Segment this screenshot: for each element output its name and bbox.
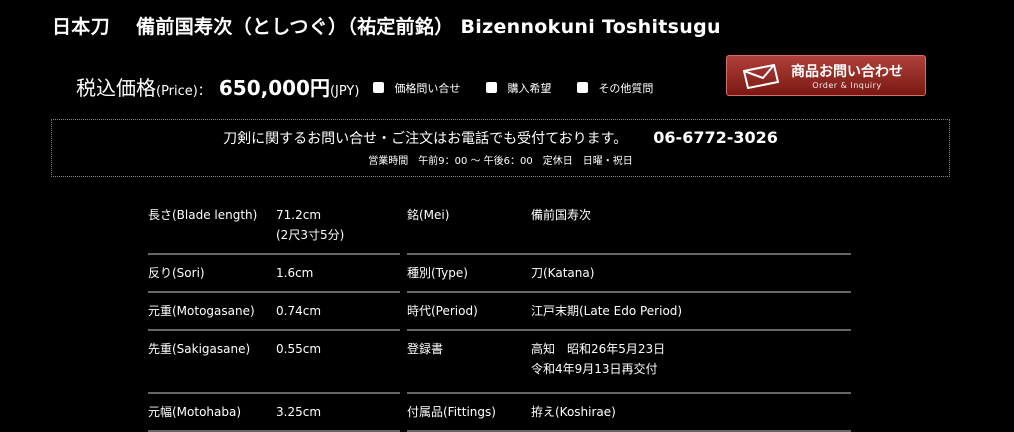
spec-value-line: 刀(Katana): [531, 266, 595, 280]
price-label-en: (Price)：: [156, 84, 211, 99]
spec-cell: 元重(Motogasane) 0.74cm: [148, 293, 400, 331]
spec-value-line: 備前国寿次: [531, 208, 592, 222]
order-button-label: 商品お問い合わせ: [791, 64, 903, 80]
phone-number: 06-6772-3026: [653, 128, 778, 147]
spec-cell: 元幅(Motohaba) 3.25cm: [148, 394, 400, 432]
checkbox[interactable]: [577, 82, 589, 93]
spec-cell: 種別(Type) 刀(Katana): [407, 255, 851, 293]
spec-value-line: 71.2cm: [276, 208, 322, 222]
envelope-icon: [742, 63, 780, 89]
spec-cell: 銘(Mei) 備前国寿次: [407, 205, 851, 255]
checkbox-label: 価格問い合せ: [394, 81, 461, 95]
spec-value: 3.25cm: [276, 402, 321, 422]
checkbox-label: 購入希望: [507, 81, 552, 95]
spec-value: 高知 昭和26年5月23日 令和4年9月13日再交付: [531, 339, 665, 379]
spec-value-line: 拵え(Koshirae): [531, 405, 616, 419]
spec-value: 0.55cm: [276, 339, 321, 379]
spec-label: 登録書: [407, 342, 444, 356]
spec-value-line: 江戸末期(Late Edo Period): [531, 304, 683, 318]
spec-value: 拵え(Koshirae): [531, 402, 616, 422]
spec-row: 先重(Sakigasane) 0.55cm 登録書 高知 昭和26年5月23日 令和4年…: [148, 331, 851, 394]
spec-label: 付属品(Fittings): [407, 405, 496, 419]
spec-value-line: 令和4年9月13日再交付: [531, 362, 658, 376]
spec-cell: 付属品(Fittings) 拵え(Koshirae): [407, 394, 851, 432]
price-value: 650,000円: [218, 76, 330, 100]
spec-row: 元重(Motogasane) 0.74cm 時代(Period) 江戸末期(Late …: [148, 293, 851, 331]
order-inquiry-button[interactable]: 商品お問い合わせ Order & Inquiry: [726, 55, 926, 96]
spec-value: 刀(Katana): [531, 263, 594, 283]
spec-cell: 先重(Sakigasane) 0.55cm: [148, 331, 400, 394]
spec-value: 江戸末期(Late Edo Period): [531, 301, 682, 321]
order-button-sublabel: Order & Inquiry: [812, 81, 882, 90]
spec-label: 種別(Type): [407, 266, 468, 280]
notice-text: 刀剣に関するお問い合せ・ご注文はお電話でも受付ております。: [223, 131, 628, 147]
spec-label: 元幅(Motohaba): [148, 405, 242, 419]
business-hours: 営業時間 午前9：00 ～ 午後6：00 定休日 日曜・祝日: [368, 156, 633, 167]
spec-value-line: (2尺3寸5分): [276, 228, 345, 242]
checkbox[interactable]: [373, 82, 385, 93]
spec-value-line: 1.6cm: [276, 266, 314, 280]
spec-value: 1.6cm: [276, 263, 313, 283]
spec-value: 備前国寿次: [531, 205, 591, 245]
spec-cell: 長さ(Blade length) 71.2cm (2尺3寸5分): [148, 205, 400, 255]
spec-value-line: 高知 昭和26年5月23日: [531, 342, 666, 356]
spec-table: 長さ(Blade length) 71.2cm (2尺3寸5分) 銘(Mei) 備前国寿…: [148, 205, 851, 432]
spec-value-line: 0.55cm: [276, 342, 322, 356]
spec-label: 反り(Sori): [148, 266, 205, 280]
spec-row: 長さ(Blade length) 71.2cm (2尺3寸5分) 銘(Mei) 備前国寿…: [148, 205, 851, 255]
checkbox-purchase[interactable]: 購入希望: [486, 80, 551, 96]
spec-value-line: 0.74cm: [276, 304, 322, 318]
checkbox[interactable]: [486, 82, 498, 93]
spec-row: 元幅(Motohaba) 3.25cm 付属品(Fittings) 拵え(Koshir…: [148, 394, 851, 432]
spec-row: 反り(Sori) 1.6cm 種別(Type) 刀(Katana): [148, 255, 851, 293]
spec-value: 71.2cm (2尺3寸5分): [276, 205, 344, 245]
spec-label: 先重(Sakigasane): [148, 342, 251, 356]
spec-cell: 反り(Sori) 1.6cm: [148, 255, 400, 293]
price-label: 税込価格: [76, 76, 156, 100]
spec-value-line: 3.25cm: [276, 405, 322, 419]
checkbox-price-inquiry[interactable]: 価格問い合せ: [373, 80, 460, 96]
spec-cell: 登録書 高知 昭和26年5月23日 令和4年9月13日再交付: [407, 331, 851, 394]
checkbox-other-question[interactable]: その他質問: [577, 80, 653, 96]
spec-label: 元重(Motogasane): [148, 304, 255, 318]
spec-label: 銘(Mei): [407, 208, 450, 222]
spec-cell: 時代(Period) 江戸末期(Late Edo Period): [407, 293, 851, 331]
price-row: 税込価格 (Price)： 650,000円 (JPY) 価格問い合せ 購入希望…: [76, 72, 653, 101]
phone-notice: 刀剣に関するお問い合せ・ご注文はお電話でも受付ております。 06-6772-302…: [51, 119, 950, 177]
spec-value: 0.74cm: [276, 301, 321, 321]
checkbox-label: その他質問: [598, 81, 654, 95]
page-title: 日本刀 備前国寿次（としつぐ）（祐定前銘） Bizennokuni Toshit…: [52, 16, 721, 38]
price-currency: (JPY): [329, 84, 360, 99]
spec-label: 長さ(Blade length): [148, 208, 258, 222]
spec-label: 時代(Period): [407, 304, 478, 318]
